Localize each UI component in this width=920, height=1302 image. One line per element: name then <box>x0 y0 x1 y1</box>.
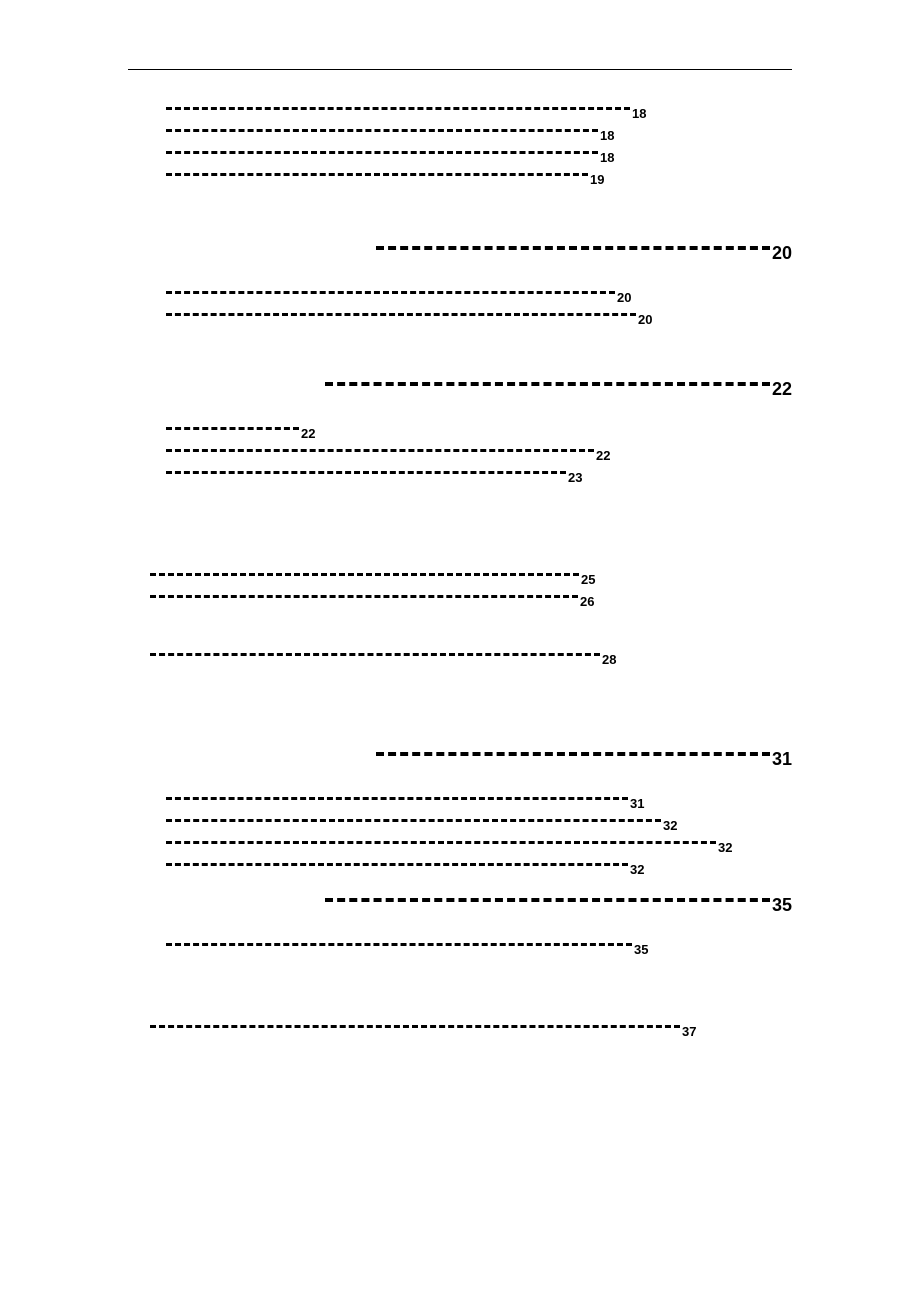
toc-row: 23 <box>164 466 658 488</box>
toc-leader <box>166 129 598 132</box>
toc-leader <box>166 943 632 946</box>
toc-row: 20 <box>132 240 792 266</box>
toc-group-gap <box>128 960 792 1020</box>
toc-row: 25 <box>148 568 628 590</box>
toc-row: 35 <box>132 892 792 918</box>
toc-row: 31 <box>132 746 792 772</box>
toc-page-number: 18 <box>600 128 614 143</box>
toc-leader <box>166 841 716 844</box>
toc-row: 26 <box>148 590 658 612</box>
toc-row: 18 <box>164 102 652 124</box>
toc-page-number: 32 <box>663 818 677 833</box>
toc-page-number: 28 <box>602 652 616 667</box>
toc-group-gap <box>128 330 792 376</box>
toc-leader <box>166 107 630 110</box>
table-of-contents: 18 18 18 19 20 20 20 22 22 22 23 25 26 28 31 31 32 32 32 35… <box>128 102 792 1042</box>
toc-leader <box>166 471 566 474</box>
toc-group-gap <box>128 402 792 422</box>
toc-leader <box>325 382 770 386</box>
toc-page-number: 22 <box>596 448 610 463</box>
page-content: 18 18 18 19 20 20 20 22 22 22 23 25 26 28 31 31 32 32 32 35… <box>128 69 792 1042</box>
toc-leader <box>376 752 770 756</box>
toc-row: 37 <box>148 1020 702 1042</box>
toc-leader <box>150 653 600 656</box>
toc-page-number: 25 <box>581 572 595 587</box>
toc-leader <box>166 173 588 176</box>
toc-page-number: 20 <box>772 243 792 264</box>
toc-row: 20 <box>164 308 658 330</box>
toc-group-gap <box>128 266 792 286</box>
toc-page-number: 20 <box>617 290 631 305</box>
toc-row: 18 <box>164 124 652 146</box>
toc-group-gap <box>128 670 792 746</box>
toc-group-gap <box>128 772 792 792</box>
toc-leader <box>166 863 628 866</box>
toc-row: 31 <box>164 792 664 814</box>
toc-row: 20 <box>164 286 658 308</box>
toc-leader <box>166 819 661 822</box>
toc-leader <box>376 246 770 250</box>
header-rule <box>128 69 792 70</box>
toc-page-number: 23 <box>568 470 582 485</box>
toc-leader <box>166 449 594 452</box>
toc-row: 22 <box>132 376 792 402</box>
toc-page-number: 26 <box>580 594 594 609</box>
toc-leader <box>166 797 628 800</box>
toc-leader <box>150 1025 680 1028</box>
toc-leader <box>150 573 579 576</box>
toc-page-number: 22 <box>772 379 792 400</box>
toc-group-gap <box>128 190 792 240</box>
toc-row: 22 <box>164 444 658 466</box>
toc-leader <box>166 313 636 316</box>
toc-page-number: 19 <box>590 172 604 187</box>
toc-page-number: 20 <box>638 312 652 327</box>
toc-row: 22 <box>164 422 430 444</box>
toc-page-number: 35 <box>772 895 792 916</box>
toc-group-gap <box>128 488 792 568</box>
toc-page-number: 18 <box>600 150 614 165</box>
toc-page-number: 32 <box>718 840 732 855</box>
toc-page-number: 35 <box>634 942 648 957</box>
toc-row: 32 <box>164 836 702 858</box>
toc-page-number: 31 <box>772 749 792 770</box>
toc-page-number: 31 <box>630 796 644 811</box>
toc-leader <box>150 595 578 598</box>
toc-row: 19 <box>164 168 652 190</box>
toc-row: 32 <box>164 814 688 836</box>
toc-leader <box>166 151 598 154</box>
toc-group-gap <box>128 918 792 938</box>
toc-page-number: 18 <box>632 106 646 121</box>
toc-row: 18 <box>164 146 652 168</box>
toc-row: 35 <box>164 938 664 960</box>
toc-group-gap <box>128 880 792 892</box>
toc-row: 28 <box>148 648 638 670</box>
toc-leader <box>166 291 615 294</box>
toc-page-number: 22 <box>301 426 315 441</box>
toc-group-gap <box>128 612 792 648</box>
toc-leader <box>325 898 770 902</box>
toc-row: 32 <box>164 858 664 880</box>
toc-page-number: 37 <box>682 1024 696 1039</box>
toc-page-number: 32 <box>630 862 644 877</box>
toc-leader <box>166 427 299 430</box>
